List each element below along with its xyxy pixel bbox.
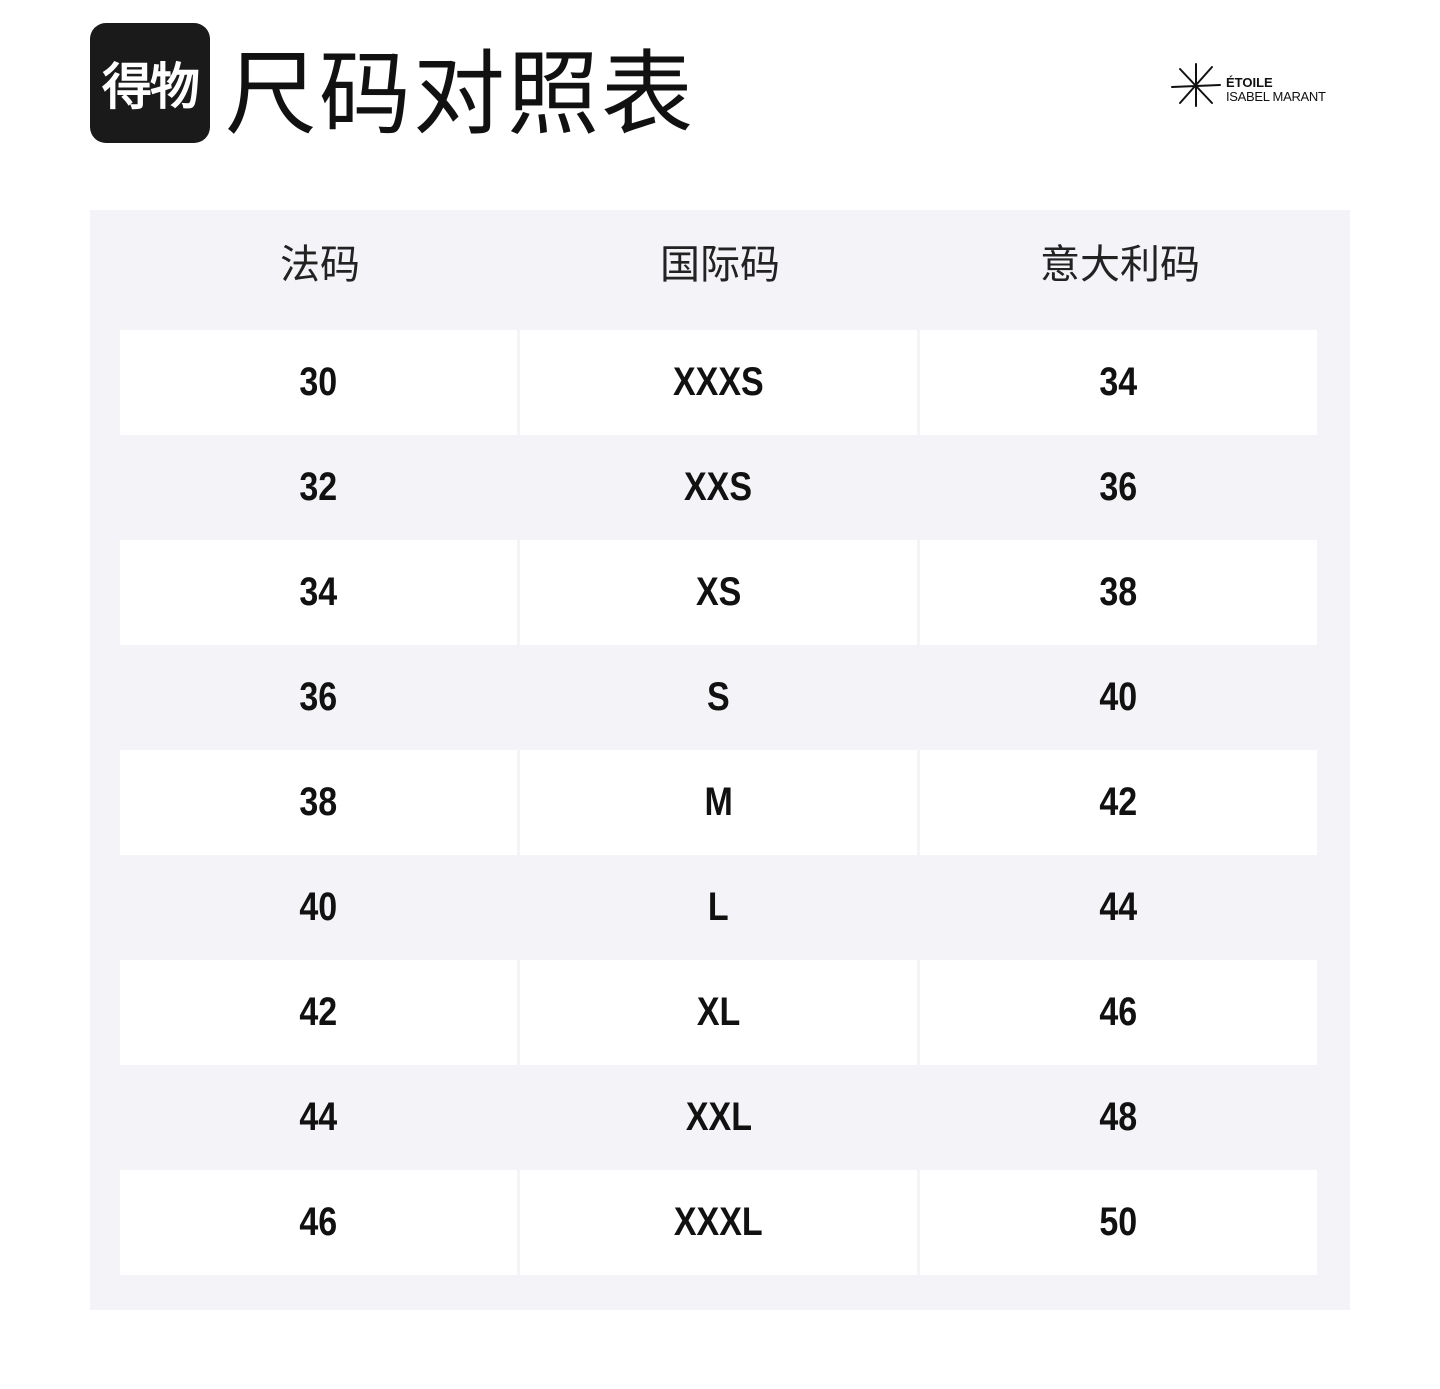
brand-line2: ISABEL MARANT xyxy=(1226,89,1326,104)
cell-value: XXS xyxy=(684,465,753,509)
table-cell: S xyxy=(520,645,917,750)
table-cell: 46 xyxy=(920,960,1317,1065)
cell-value: 42 xyxy=(299,990,338,1034)
table-cell: 44 xyxy=(920,855,1317,960)
table-cell: 40 xyxy=(920,645,1317,750)
table-cell: 34 xyxy=(920,330,1317,435)
cell-value: 40 xyxy=(1099,675,1138,719)
cell-value: 42 xyxy=(1099,780,1138,824)
cell-value: XXL xyxy=(685,1095,752,1139)
header-intl: 国际码 xyxy=(660,243,780,287)
cell-value: 46 xyxy=(299,1200,338,1244)
cell-value: L xyxy=(708,885,729,929)
table-cell: 30 xyxy=(120,330,517,435)
cell-value: 40 xyxy=(299,885,338,929)
table-cell: 38 xyxy=(920,540,1317,645)
cell-value: XXXL xyxy=(674,1200,763,1244)
table-cell: 32 xyxy=(120,435,517,540)
table-cell: 42 xyxy=(120,960,517,1065)
brand-logo: ÉTOILE ISABEL MARANT xyxy=(1168,60,1338,110)
table-cell: 46 xyxy=(120,1170,517,1275)
table-cell: 36 xyxy=(120,645,517,750)
table-cell: XL xyxy=(520,960,917,1065)
table-row: 36 S 40 xyxy=(120,645,1318,750)
table-cell: XXXS xyxy=(520,330,917,435)
cell-value: 34 xyxy=(299,570,338,614)
cell-value: XXXS xyxy=(673,360,764,404)
cell-value: 32 xyxy=(299,465,338,509)
table-cell: 36 xyxy=(920,435,1317,540)
cell-value: S xyxy=(707,675,730,719)
table-cell: M xyxy=(520,750,917,855)
table-row: 38 M 42 xyxy=(120,750,1318,855)
cell-value: 36 xyxy=(299,675,338,719)
cell-value: XS xyxy=(695,570,742,614)
table-cell: 40 xyxy=(120,855,517,960)
table-row: 30 XXXS 34 xyxy=(120,330,1318,435)
table-cell: 34 xyxy=(120,540,517,645)
brand-line1: ÉTOILE xyxy=(1226,75,1273,90)
table-cell: 50 xyxy=(920,1170,1317,1275)
header-it: 意大利码 xyxy=(1040,243,1200,287)
cell-value: XL xyxy=(696,990,741,1034)
table-cell: 44 xyxy=(120,1065,517,1170)
logo-text: 得物 xyxy=(102,59,200,115)
cell-value: M xyxy=(704,780,733,824)
header-fr: 法码 xyxy=(280,243,360,287)
table-row: 42 XL 46 xyxy=(120,960,1318,1065)
cell-value: 30 xyxy=(299,360,338,404)
cell-value: 48 xyxy=(1099,1095,1138,1139)
table-row: 40 L 44 xyxy=(120,855,1318,960)
cell-value: 44 xyxy=(1099,885,1138,929)
cell-value: 50 xyxy=(1099,1200,1138,1244)
table-row: 46 XXXL 50 xyxy=(120,1170,1318,1275)
table-cell: L xyxy=(520,855,917,960)
cell-value: 44 xyxy=(299,1095,338,1139)
dewu-logo: 得物 xyxy=(90,23,210,143)
table-cell: 42 xyxy=(920,750,1317,855)
cell-value: 34 xyxy=(1099,360,1138,404)
cell-value: 38 xyxy=(1099,570,1138,614)
cell-value: 38 xyxy=(299,780,338,824)
table-row: 32 XXS 36 xyxy=(120,435,1318,540)
size-table: 法码 国际码 意大利码 30 XXXS 34 32 XXS 36 34 XS 38 36 S 40 38… xyxy=(90,210,1350,1310)
page-title: 尺码对照表 xyxy=(225,44,696,146)
table-cell: XS xyxy=(520,540,917,645)
table-row: 34 XS 38 xyxy=(120,540,1318,645)
table-row: 44 XXL 48 xyxy=(120,1065,1318,1170)
table-cell: XXS xyxy=(520,435,917,540)
table-cell: XXXL xyxy=(520,1170,917,1275)
table-cell: XXL xyxy=(520,1065,917,1170)
table-cell: 48 xyxy=(920,1065,1317,1170)
cell-value: 46 xyxy=(1099,990,1138,1034)
table-cell: 38 xyxy=(120,750,517,855)
cell-value: 36 xyxy=(1099,465,1138,509)
star-icon xyxy=(1171,63,1221,107)
